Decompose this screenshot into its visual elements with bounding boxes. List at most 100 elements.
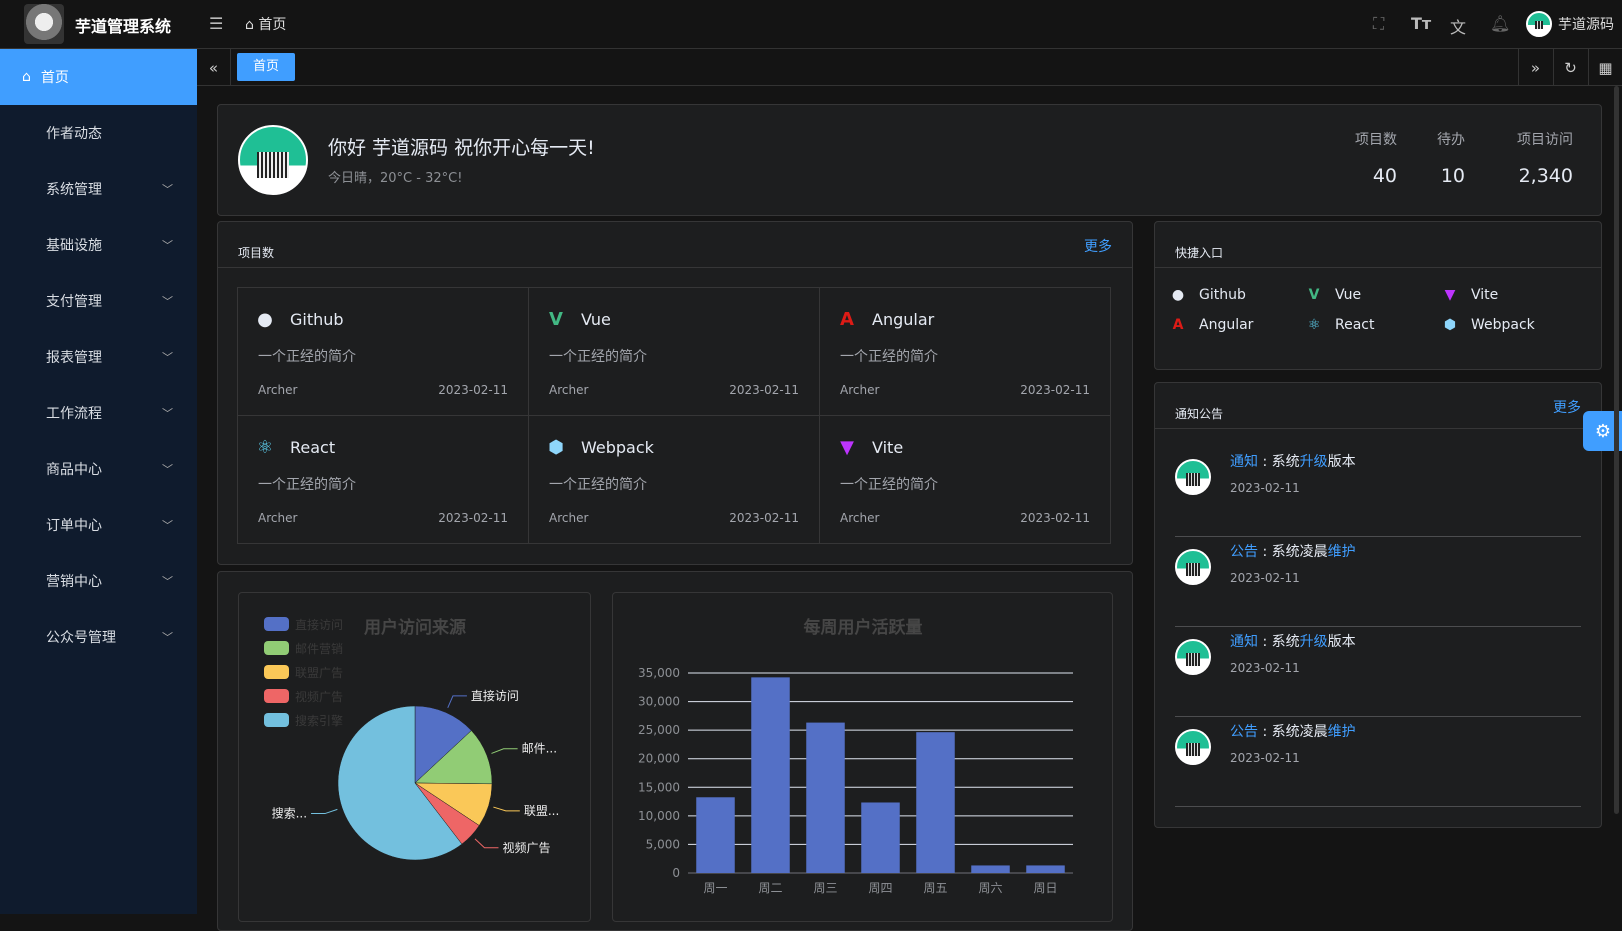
- sidebar-item[interactable]: ⌂ 首页: [0, 49, 197, 105]
- notice-title: 公告 : 系统凌晨维护: [1230, 544, 1356, 560]
- chevron-down-icon: ﹀: [162, 351, 173, 364]
- more-link[interactable]: 更多: [1084, 239, 1112, 255]
- breadcrumb-home: 首页: [258, 17, 287, 33]
- sidebar-item-label: 系统管理: [46, 182, 102, 198]
- project-card[interactable]: ▼ Vite 一个正经的简介 Archer 2023-02-11: [819, 415, 1111, 544]
- y-tick-label: 25,000: [638, 723, 680, 737]
- legend-label: 搜索引擎: [295, 713, 343, 728]
- sidebar-item[interactable]: 支付管理 ﹀: [0, 273, 197, 329]
- pie-slice: [414, 705, 472, 784]
- chart-title: 用户访问来源: [364, 617, 466, 638]
- notice-title: 公告 : 系统凌晨维护: [1230, 724, 1356, 740]
- quick-entry-label: Webpack: [1471, 317, 1535, 333]
- notice-item[interactable]: 公告 : 系统凌晨维护 2023-02-11: [1175, 717, 1581, 807]
- sidebar-item[interactable]: 报表管理 ﹀: [0, 329, 197, 385]
- bar: [971, 865, 1010, 873]
- grid-menu-icon[interactable]: ▦: [1588, 49, 1622, 86]
- quick-entry-label: Github: [1199, 287, 1246, 303]
- avatar: [1526, 11, 1552, 37]
- webpack-icon: ⬢: [548, 436, 564, 458]
- user-menu[interactable]: 芋道源码: [1526, 11, 1614, 37]
- more-link[interactable]: 更多: [1553, 400, 1581, 416]
- quick-entry-item[interactable]: A Angular: [1169, 316, 1305, 334]
- chevron-down-icon: ﹀: [162, 463, 173, 476]
- legend-swatch: [264, 713, 289, 727]
- charts-card: 用户访问来源 直接访问 邮件营销 联盟广告 视频广告 搜索引擎 直接访问 邮件... 联盟...…: [217, 571, 1133, 931]
- project-desc: 一个正经的简介: [840, 349, 938, 365]
- notice-item[interactable]: 通知 : 系统升级版本 2023-02-11: [1175, 447, 1581, 537]
- notice-title: 通知 : 系统升级版本: [1230, 454, 1356, 470]
- home-icon: ⌂: [22, 69, 31, 85]
- quick-entry-item[interactable]: ⚛ React: [1305, 316, 1441, 334]
- sidebar-item[interactable]: 商品中心 ﹀: [0, 441, 197, 497]
- stat-visits: 项目访问 2,340: [1517, 132, 1573, 187]
- quick-entry-item[interactable]: ● Github: [1169, 286, 1305, 304]
- refresh-icon[interactable]: ↻: [1553, 49, 1587, 86]
- sidebar-item[interactable]: 营销中心 ﹀: [0, 553, 197, 609]
- label-line: [311, 808, 338, 815]
- sidebar-item[interactable]: 工作流程 ﹀: [0, 385, 197, 441]
- quick-entry-item[interactable]: ⬢ Webpack: [1441, 316, 1577, 334]
- pie-slice: [414, 730, 493, 785]
- bar: [916, 732, 955, 873]
- bar: [806, 722, 845, 873]
- project-name: Angular: [872, 309, 935, 329]
- quick-entry-label: React: [1335, 317, 1375, 333]
- quick-entry-item[interactable]: ▼ Vite: [1441, 286, 1577, 304]
- fullscreen-icon[interactable]: ⛶: [1373, 14, 1385, 33]
- sidebar-item[interactable]: 系统管理 ﹀: [0, 161, 197, 217]
- font-size-icon[interactable]: Tт: [1411, 14, 1432, 33]
- notice-item[interactable]: 公告 : 系统凌晨维护 2023-02-11: [1175, 537, 1581, 627]
- y-tick-label: 20,000: [638, 752, 680, 766]
- vue-icon: V: [1308, 287, 1320, 303]
- vite-icon: ▼: [1444, 287, 1456, 303]
- translate-icon[interactable]: 文: [1450, 18, 1467, 37]
- chevron-down-icon: ﹀: [162, 631, 173, 644]
- project-card[interactable]: V Vue 一个正经的简介 Archer 2023-02-11: [528, 287, 820, 416]
- angular-icon: A: [840, 308, 854, 330]
- scroll-left-icon[interactable]: «: [197, 49, 231, 86]
- sidebar-item-label: 首页: [40, 70, 69, 86]
- react-icon: ⚛: [1307, 317, 1321, 333]
- y-tick-label: 15,000: [638, 780, 680, 794]
- y-tick-label: 30,000: [638, 695, 680, 709]
- project-name: Vite: [872, 437, 904, 457]
- github-icon: ●: [1171, 287, 1185, 303]
- project-card[interactable]: ● Github 一个正经的简介 Archer 2023-02-11: [237, 287, 529, 416]
- scrollbar[interactable]: [1614, 86, 1619, 814]
- tab-home[interactable]: 首页: [237, 53, 296, 81]
- project-name: React: [290, 437, 336, 457]
- project-card[interactable]: ⚛ React 一个正经的简介 Archer 2023-02-11: [237, 415, 529, 544]
- quick-entry-item[interactable]: V Vue: [1305, 286, 1441, 304]
- bar-chart-box: 每周用户活跃量 0 5,000 10,000 15,000 20,000 25,000 30,…: [612, 592, 1113, 922]
- sidebar-item[interactable]: 基础设施 ﹀: [0, 217, 197, 273]
- notice-date: 2023-02-11: [1230, 661, 1300, 675]
- slice-label: 直接访问: [471, 688, 519, 703]
- quick-entry-label: Angular: [1199, 317, 1254, 333]
- react-icon: ⚛: [256, 436, 274, 458]
- sidebar-item[interactable]: 订单中心 ﹀: [0, 497, 197, 553]
- notice-date: 2023-02-11: [1230, 481, 1300, 495]
- x-tick-label: 周一: [703, 881, 727, 895]
- pie-chart-box: 用户访问来源 直接访问 邮件营销 联盟广告 视频广告 搜索引擎 直接访问 邮件... 联盟...…: [238, 592, 591, 922]
- project-card[interactable]: A Angular 一个正经的简介 Archer 2023-02-11: [819, 287, 1111, 416]
- sidebar-item[interactable]: 作者动态: [0, 105, 197, 161]
- bell-icon[interactable]: 🔔︎: [1490, 14, 1511, 33]
- menu-fold-icon[interactable]: ☰: [209, 14, 224, 33]
- breadcrumb[interactable]: ⌂ 首页: [245, 14, 286, 34]
- sidebar-item[interactable]: 公众号管理 ﹀: [0, 609, 197, 665]
- card-title: 项目数: [238, 246, 275, 260]
- project-desc: 一个正经的简介: [258, 477, 356, 493]
- notice-date: 2023-02-11: [1230, 751, 1300, 765]
- card-title: 快捷入口: [1175, 246, 1224, 260]
- project-card[interactable]: ⬢ Webpack 一个正经的简介 Archer 2023-02-11: [528, 415, 820, 544]
- scroll-right-icon[interactable]: »: [1518, 49, 1552, 86]
- sidebar-item-label: 公众号管理: [46, 630, 116, 646]
- x-tick-label: 周二: [758, 881, 782, 895]
- project-author: Archer: [258, 383, 298, 397]
- notice-item[interactable]: 通知 : 系统升级版本 2023-02-11: [1175, 627, 1581, 717]
- quick-entry-label: Vue: [1335, 287, 1362, 303]
- app-logo: [24, 4, 64, 44]
- avatar: [1175, 729, 1211, 765]
- x-tick-label: 周六: [978, 881, 1002, 895]
